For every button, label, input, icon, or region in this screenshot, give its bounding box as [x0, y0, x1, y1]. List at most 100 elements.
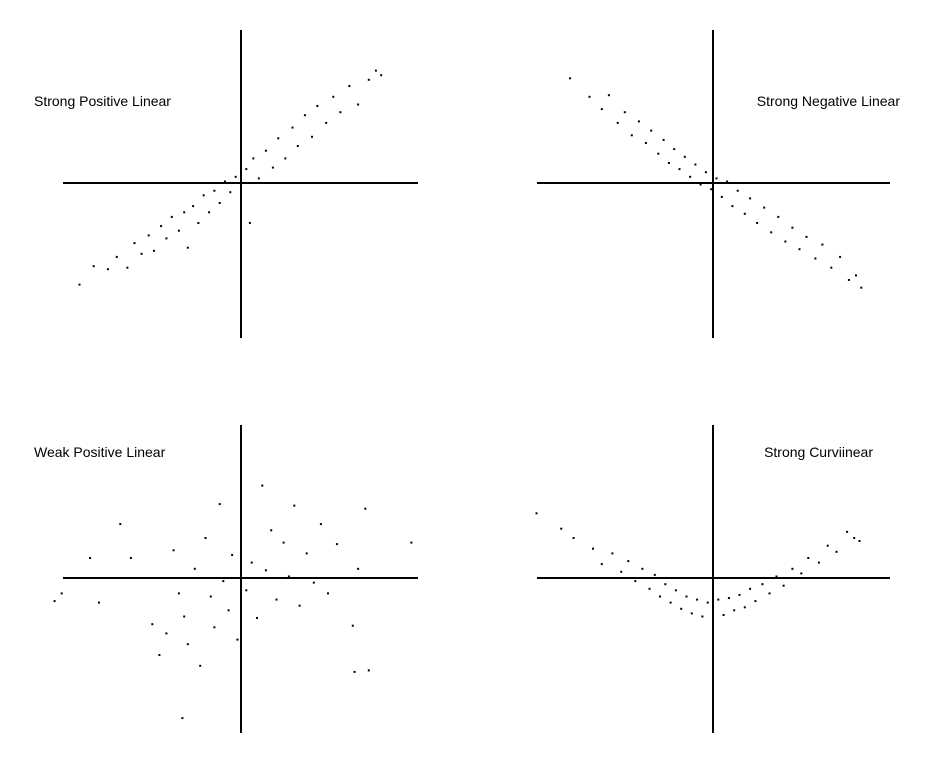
data-point — [287, 575, 290, 578]
data-point — [657, 152, 660, 155]
panel-strong-negative: Strong Negative Linear — [537, 30, 900, 338]
data-point — [641, 567, 644, 570]
data-point — [673, 148, 676, 151]
data-point — [696, 598, 699, 601]
data-point — [761, 583, 764, 586]
data-point — [129, 557, 132, 559]
data-point — [648, 587, 651, 590]
data-point — [271, 166, 274, 169]
data-point — [798, 248, 801, 251]
data-point — [410, 541, 413, 544]
data-point — [817, 561, 820, 564]
data-point — [775, 575, 778, 578]
data-point — [204, 537, 207, 539]
data-point — [860, 286, 863, 289]
panel-weak-positive: Weak Positive Linear — [34, 425, 418, 733]
data-point — [357, 103, 360, 106]
data-point — [722, 614, 725, 616]
data-point — [240, 186, 242, 189]
data-point — [126, 266, 129, 269]
data-point — [197, 222, 200, 224]
data-point — [153, 249, 155, 252]
data-point — [835, 550, 838, 553]
data-point — [572, 537, 575, 539]
data-point — [218, 503, 221, 506]
data-point — [147, 234, 150, 237]
data-point — [296, 145, 299, 147]
data-point — [736, 189, 739, 192]
data-point — [339, 111, 342, 114]
data-point — [119, 523, 122, 526]
data-point — [627, 560, 630, 563]
data-point — [853, 537, 856, 539]
data-point — [620, 570, 623, 573]
data-point — [733, 609, 736, 612]
data-point — [158, 654, 161, 656]
data-point — [611, 552, 614, 555]
data-point — [177, 592, 180, 595]
data-point — [245, 589, 248, 592]
data-point — [592, 547, 594, 550]
data-point — [858, 540, 861, 542]
data-point — [784, 240, 787, 243]
data-point — [327, 592, 329, 595]
data-point — [749, 587, 752, 590]
data-point — [335, 543, 338, 546]
data-point — [115, 255, 118, 258]
data-point — [250, 561, 253, 564]
data-point — [846, 530, 849, 533]
data-point — [293, 504, 296, 507]
data-point — [653, 573, 656, 576]
data-point — [98, 601, 100, 604]
data-point — [78, 283, 81, 286]
data-point — [616, 121, 619, 124]
data-point — [151, 623, 154, 626]
data-point — [209, 595, 212, 598]
data-point — [277, 137, 280, 140]
data-point — [264, 569, 267, 572]
data-point — [316, 105, 319, 107]
data-point — [270, 529, 273, 532]
data-point — [234, 175, 237, 178]
data-point — [706, 601, 709, 604]
data-point — [181, 717, 184, 720]
data-point — [224, 180, 226, 183]
data-point — [770, 231, 773, 234]
data-point — [738, 593, 741, 596]
data-point — [690, 612, 693, 615]
data-point — [284, 157, 287, 160]
data-point — [731, 205, 734, 208]
data-point — [600, 108, 603, 111]
data-point — [367, 78, 370, 81]
data-point — [749, 197, 752, 200]
data-point — [743, 212, 746, 215]
data-point — [202, 194, 205, 197]
data-point — [600, 563, 603, 566]
data-point — [256, 617, 258, 619]
data-point — [685, 595, 688, 598]
data-point — [140, 252, 143, 255]
data-point — [199, 664, 202, 667]
panel-title: Strong Negative Linear — [757, 93, 901, 109]
data-point — [678, 168, 681, 171]
data-point — [252, 157, 255, 160]
data-point — [165, 632, 168, 635]
data-point — [231, 553, 234, 556]
data-point — [768, 592, 771, 595]
data-point — [630, 134, 633, 137]
data-point — [667, 162, 670, 164]
data-point — [727, 597, 730, 599]
data-point — [664, 583, 667, 586]
data-point — [715, 177, 718, 180]
data-point — [754, 600, 757, 603]
data-point — [351, 624, 354, 627]
data-point — [257, 177, 260, 180]
data-point — [791, 226, 794, 229]
data-point — [305, 552, 308, 555]
data-point — [659, 595, 661, 598]
data-point — [662, 138, 665, 141]
data-point — [264, 149, 267, 152]
panel-strong-positive: Strong Positive Linear — [34, 30, 418, 338]
data-point — [193, 567, 196, 570]
